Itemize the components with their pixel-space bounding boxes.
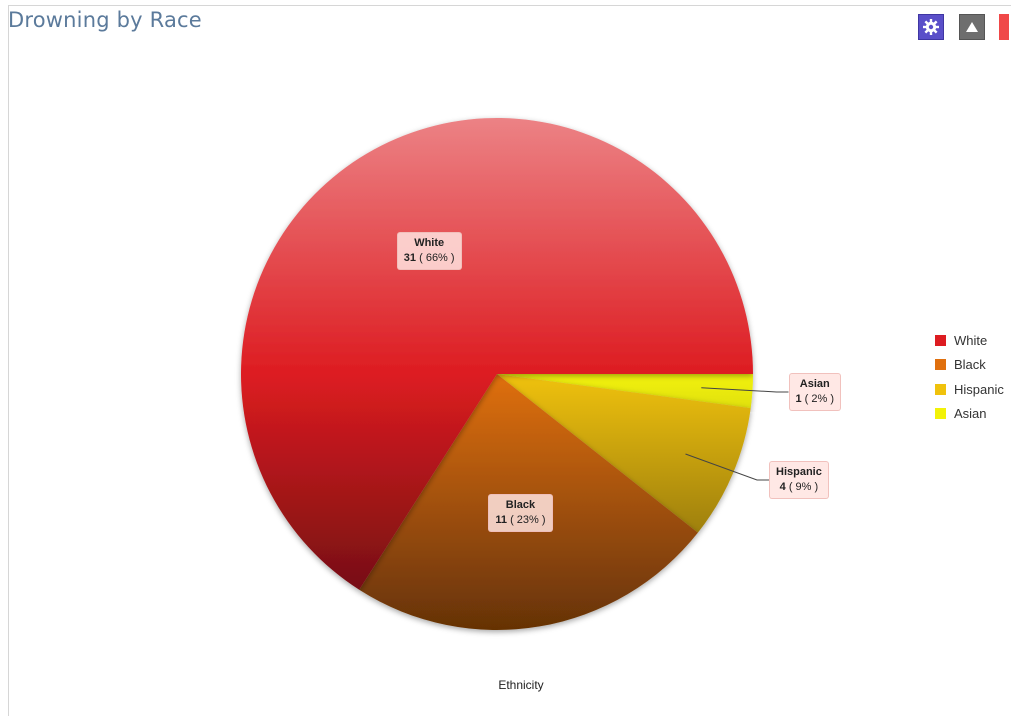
data-label-asian: Asian 1 ( 2% ) (788, 373, 842, 411)
legend-label: Asian (954, 406, 987, 422)
legend-swatch (935, 408, 946, 420)
legend-swatch (935, 383, 946, 395)
legend-label: White (954, 332, 988, 348)
pie-slice-white[interactable] (240, 118, 753, 590)
pie-slice-asian[interactable] (497, 374, 753, 409)
collapse-button[interactable] (959, 14, 985, 40)
settings-button[interactable] (918, 14, 944, 40)
legend-item-asian[interactable]: Asian (935, 402, 1004, 427)
close-button[interactable] (999, 14, 1009, 40)
legend-item-black[interactable]: Black (935, 353, 1004, 378)
data-label-hispanic: Hispanic 4 ( 9% ) (769, 461, 829, 499)
legend-swatch (935, 334, 946, 346)
data-label-white: White 31 ( 66% ) (396, 231, 462, 270)
leader-line-asian (701, 387, 789, 393)
leader-line-hispanic (685, 453, 769, 481)
legend-swatch (935, 359, 946, 371)
legend-item-hispanic[interactable]: Hispanic (935, 377, 1004, 402)
chart-title: Drowning by Race (8, 8, 202, 32)
pie-slice-hispanic[interactable] (497, 374, 751, 533)
data-label-black: Black 11 ( 23% ) (488, 493, 553, 532)
x-axis-label: Ethnicity (498, 678, 544, 692)
legend: White Black Hispanic Asian (935, 328, 1004, 426)
triangle-up-icon (966, 22, 978, 32)
legend-label: Black (954, 357, 986, 373)
legend-label: Hispanic (954, 381, 1004, 397)
gear-icon (923, 19, 939, 35)
legend-item-white[interactable]: White (935, 328, 1004, 353)
